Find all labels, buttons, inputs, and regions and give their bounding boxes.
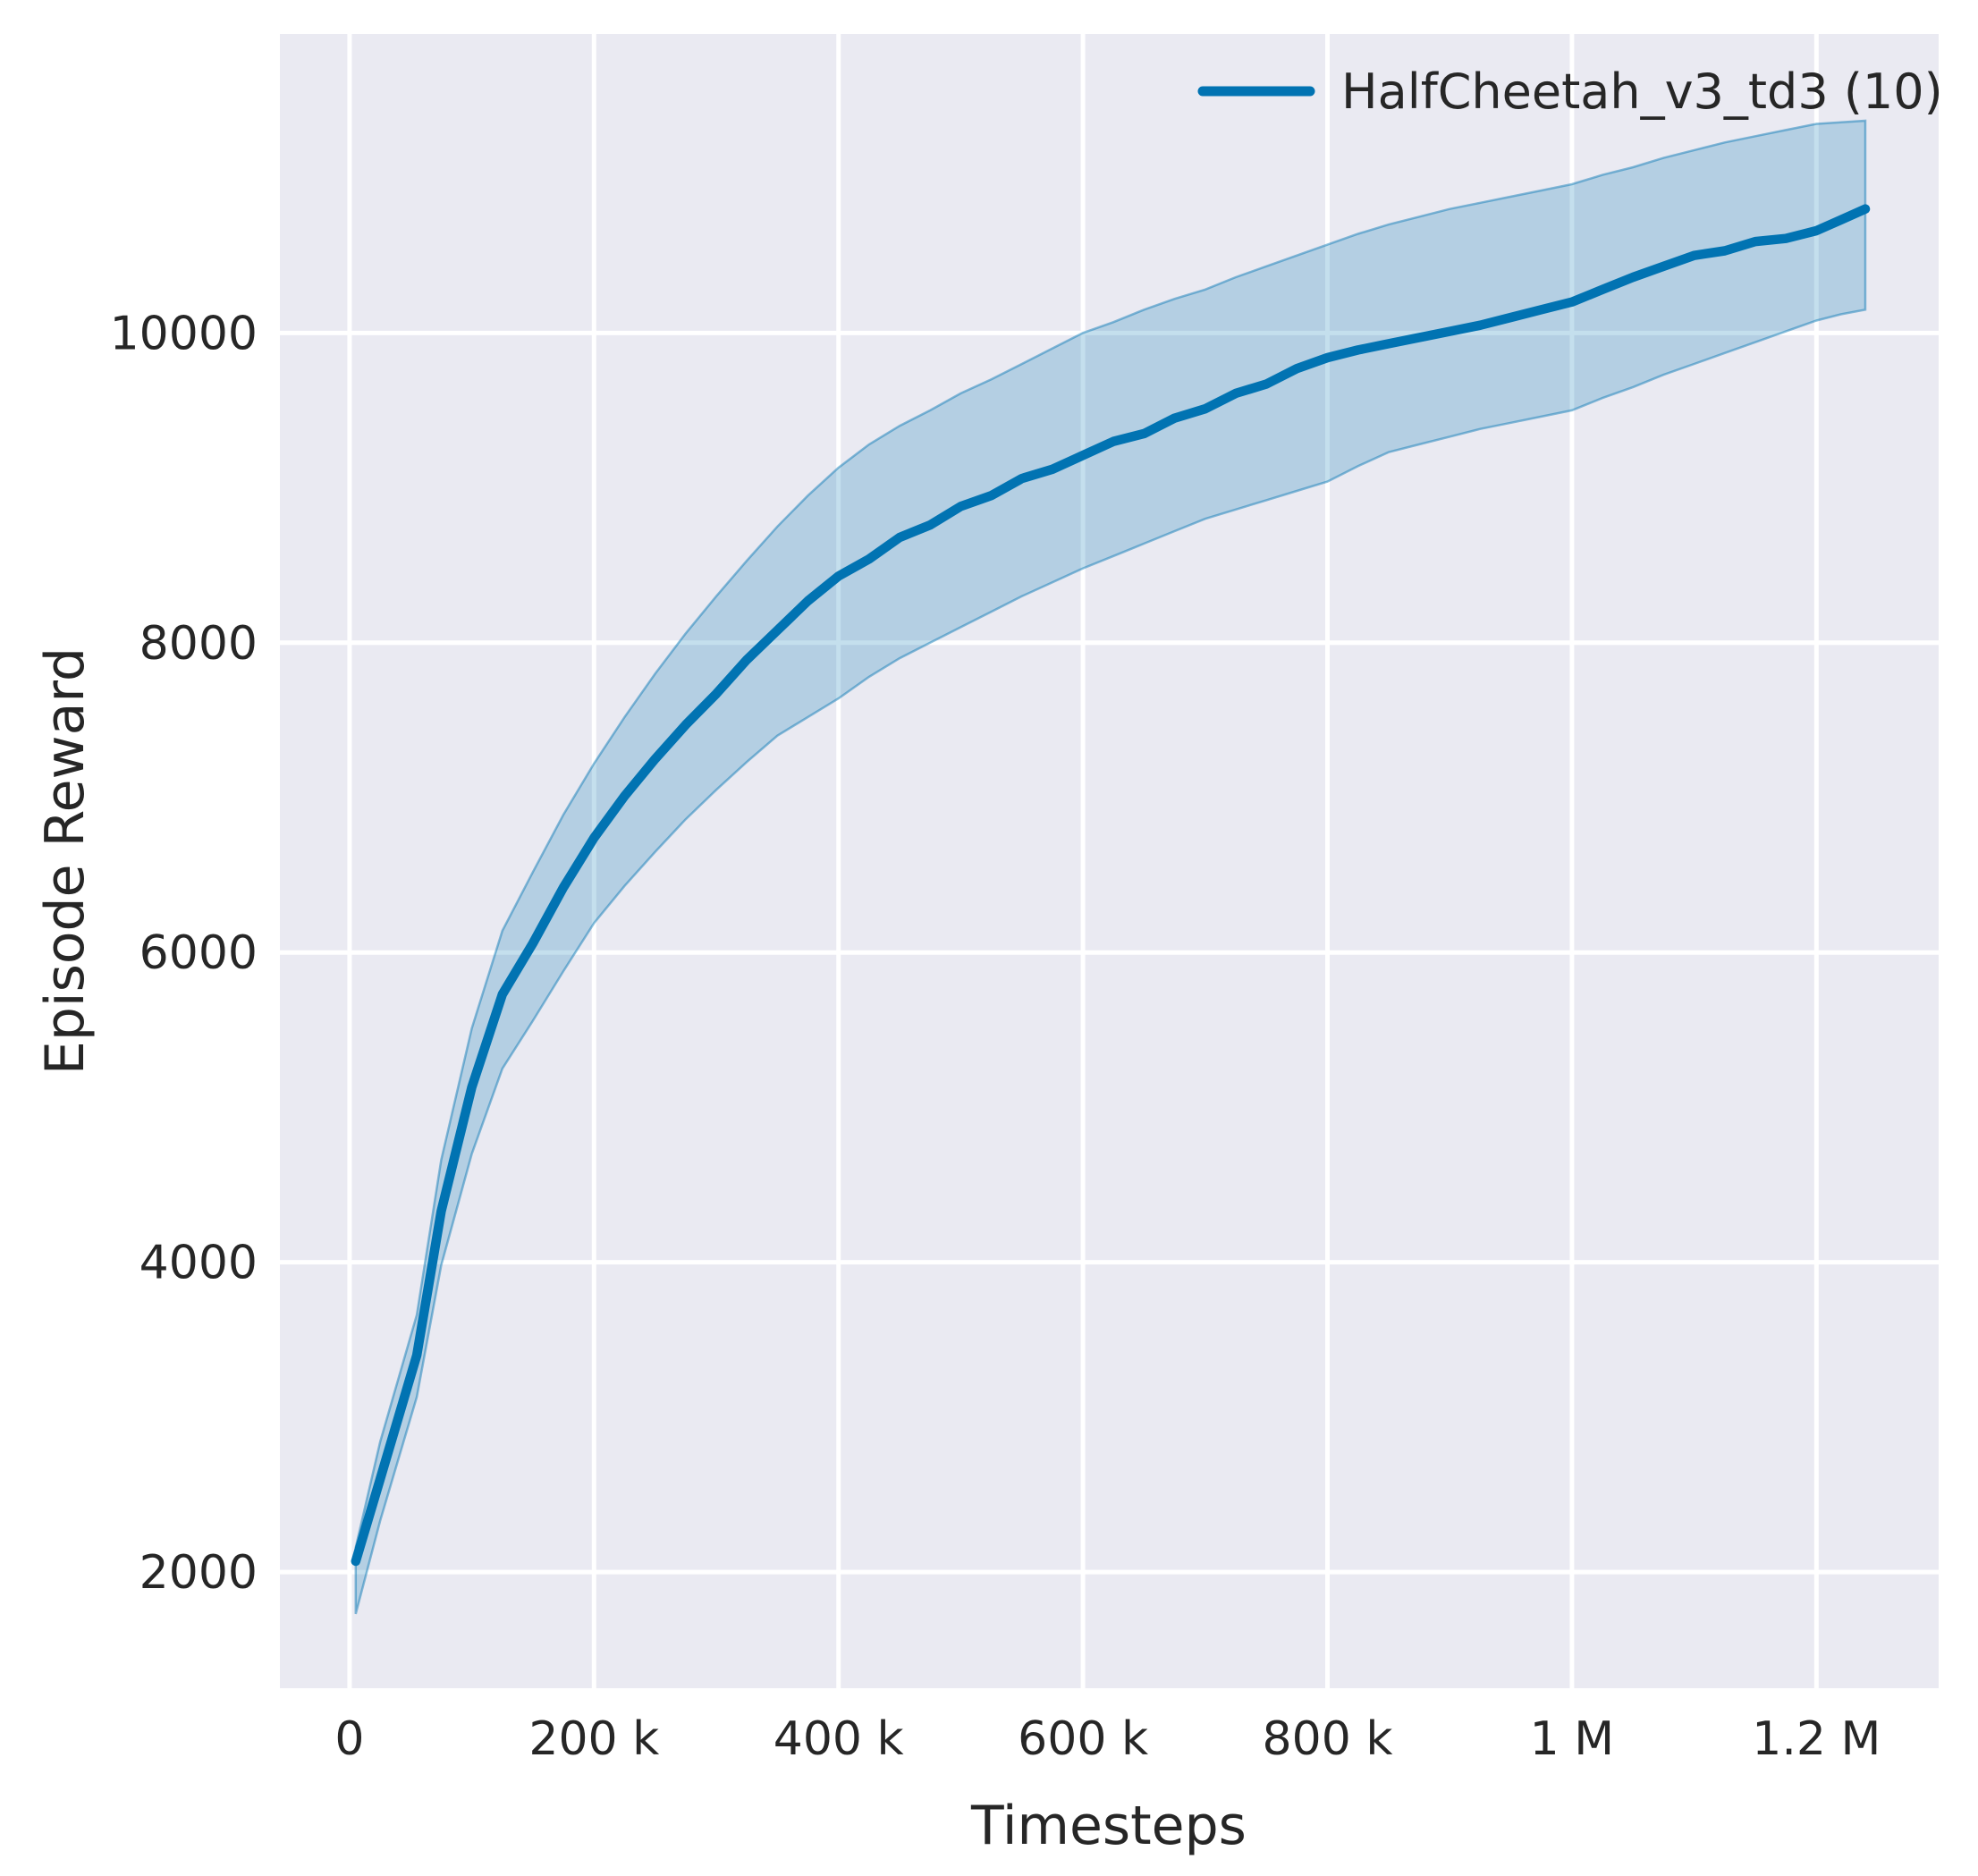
confidence-band <box>354 119 1867 1615</box>
gridlines <box>280 34 1939 1688</box>
y-axis-tick-labels: 2000 4000 6000 8000 10000 <box>110 307 258 1600</box>
x-tick-label: 600 k <box>1018 1712 1148 1766</box>
legend-label: HalfCheetah_v3_td3 (10) <box>1341 63 1943 120</box>
x-tick-label: 800 k <box>1263 1712 1393 1766</box>
plot-area <box>280 34 1939 1688</box>
mean-line <box>351 204 1871 1567</box>
y-tick-label: 6000 <box>139 926 258 980</box>
x-tick-label: 1.2 M <box>1752 1712 1881 1766</box>
y-tick-label: 4000 <box>139 1237 258 1290</box>
legend: HalfCheetah_v3_td3 (10) <box>1197 63 1943 120</box>
x-tick-label: 400 k <box>773 1712 904 1766</box>
x-tick-label: 1 M <box>1530 1712 1614 1766</box>
y-tick-label: 8000 <box>139 617 258 671</box>
y-tick-label: 2000 <box>139 1546 258 1600</box>
x-axis-tick-labels: 0 200 k 400 k 600 k 800 k 1 M 1.2 M <box>334 1712 1881 1766</box>
x-tick-label: 200 k <box>528 1712 659 1766</box>
x-tick-label: 0 <box>334 1712 364 1766</box>
y-tick-label: 10000 <box>110 307 258 360</box>
x-axis-label: Timesteps <box>970 1795 1247 1857</box>
y-axis-label: Episode Reward <box>34 647 97 1075</box>
